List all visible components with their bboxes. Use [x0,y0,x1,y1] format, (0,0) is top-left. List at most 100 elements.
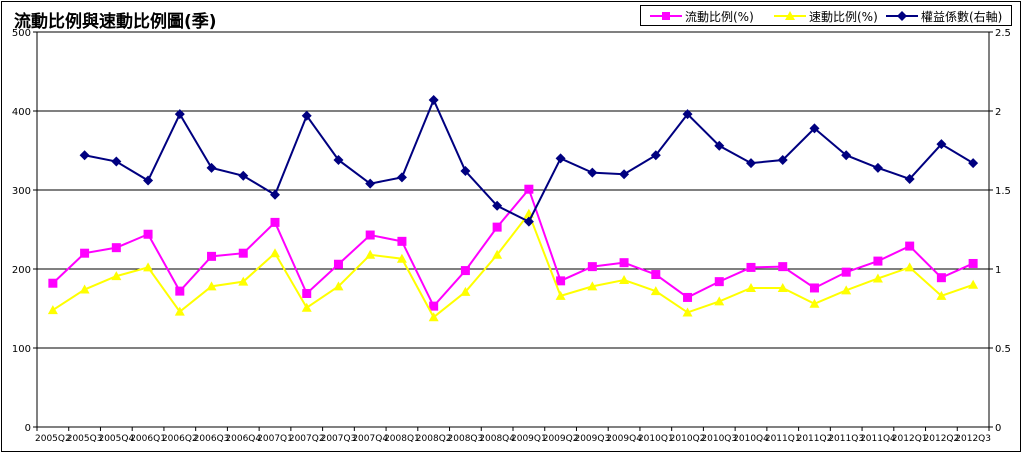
series-2-point-16 [555,153,566,164]
chart-title: 流動比例與速動比例圖(季) [14,12,217,32]
series-2-point-7 [270,189,280,200]
left-tick-label-2: 200 [12,265,31,276]
series-2-point-18 [619,169,630,180]
series-0-point-17 [587,262,597,272]
x-tick-label-6: 2006Q4 [225,434,261,444]
series-2-point-11 [396,172,407,183]
legend-label-equity-multiplier: 權益係數(右軸) [921,9,1003,24]
series-2-point-20 [682,109,693,120]
series-1-point-28 [936,290,947,300]
series-1-point-6 [238,276,249,286]
series-0-point-16 [556,276,566,286]
series-0-point-27 [905,241,915,251]
series-0-point-7 [270,217,280,227]
series-0-point-0 [48,278,58,288]
series-1-point-5 [206,281,217,291]
series-0-point-18 [619,258,629,268]
series-1-point-9 [333,281,344,291]
current-ratio-legend-icon [650,12,682,20]
series-2-point-10 [365,178,376,189]
x-tick-label-9: 2007Q3 [321,434,357,444]
series-2-point-23 [777,154,788,165]
series-2-point-1 [79,150,90,161]
series-0-point-9 [333,259,343,269]
series-2-point-28 [936,139,947,150]
x-tick-label-16: 2009Q2 [543,434,579,444]
legend: 流動比例(%) 速動比例(%) 權益係數(右軸) [640,5,1012,26]
series-2-point-19 [650,150,661,161]
series-line-1 [52,211,974,319]
left-tick-label-3: 300 [12,186,31,197]
series-2-point-6 [238,170,249,181]
series-2-point-24 [809,123,820,134]
series-1-point-3 [143,262,154,272]
legend-label-current-ratio: 流動比例(%) [685,9,754,24]
legend-label-quick-ratio: 速動比例(%) [809,9,878,24]
x-tick-label-21: 2010Q3 [701,434,737,444]
series-1-point-0 [47,305,58,315]
series-0-point-8 [302,288,312,298]
series-0-point-3 [143,229,153,239]
series-1-point-17 [587,281,598,291]
series-0-point-20 [683,292,693,302]
series-1-point-1 [79,284,90,294]
x-tick-label-0: 2005Q2 [35,434,71,444]
series-2-point-25 [841,150,852,161]
series-2-point-21 [714,140,725,151]
x-tick-label-19: 2010Q1 [638,434,674,444]
equity-multiplier-legend-icon [886,11,918,21]
x-tick-label-27: 2012Q1 [892,434,928,444]
x-tick-label-4: 2006Q2 [162,434,198,444]
series-1-point-20 [682,307,693,317]
x-tick-label-18: 2009Q4 [606,434,642,444]
series-2-point-17 [587,167,598,178]
right-tick-label-4: 2 [995,107,1001,118]
legend-item-current-ratio: 流動比例(%) [649,8,754,24]
x-tick-label-7: 2007Q1 [257,434,293,444]
right-tick-label-3: 1.5 [995,186,1011,197]
series-0-point-11 [397,236,407,246]
left-tick-label-1: 100 [12,344,31,355]
series-2-point-2 [111,156,122,167]
series-2-point-27 [904,173,915,184]
series-2-point-9 [333,154,344,165]
series-2-point-3 [143,175,154,186]
series-0-point-6 [238,248,248,258]
x-tick-label-23: 2011Q1 [765,434,801,444]
left-tick-label-4: 400 [12,107,31,118]
right-tick-label-0: 0 [995,423,1001,434]
series-0-point-15 [524,184,534,194]
series-1-point-2 [111,271,122,281]
series-2-point-8 [301,110,312,121]
x-tick-label-28: 2012Q2 [924,434,960,444]
series-2-point-29 [968,158,979,169]
x-tick-label-20: 2010Q2 [670,434,706,444]
right-tick-label-5: 2.5 [995,28,1011,39]
series-2-point-15 [523,216,534,227]
series-1-point-13 [460,286,471,296]
series-1-point-23 [777,282,788,292]
series-2-point-5 [206,162,217,173]
x-tick-label-17: 2009Q3 [574,434,610,444]
right-tick-label-1: 0.5 [995,344,1011,355]
series-0-point-21 [714,277,724,287]
series-1-point-27 [904,262,915,272]
legend-item-equity-multiplier: 權益係數(右軸) [885,8,1002,24]
x-tick-label-10: 2007Q4 [352,434,388,444]
series-2-point-13 [460,166,471,177]
series-0-point-13 [460,266,470,276]
series-0-point-19 [651,270,661,280]
series-2-point-4 [174,109,185,120]
series-1-point-4 [174,306,185,316]
x-tick-label-14: 2008Q4 [479,434,515,444]
series-2-point-22 [746,158,756,169]
series-0-point-4 [175,286,185,296]
series-0-point-5 [207,251,217,261]
quick-ratio-legend-icon [774,11,806,20]
series-1-point-8 [301,302,312,312]
series-0-point-29 [968,258,978,268]
x-tick-label-1: 2005Q3 [67,434,103,444]
series-1-point-29 [968,279,979,289]
